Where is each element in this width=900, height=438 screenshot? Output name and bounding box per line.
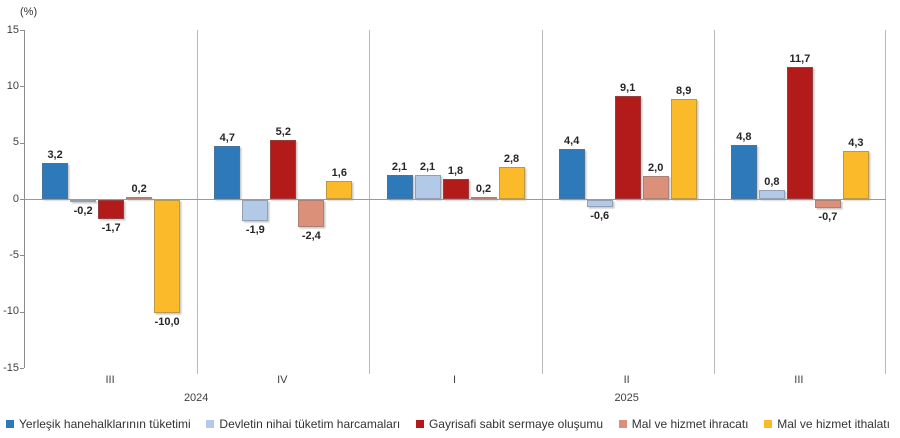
- legend-swatch-government: [206, 420, 215, 428]
- bar-value-label: 9,1: [620, 82, 636, 95]
- legend-item-capital-formation: Gayrisafi sabit sermaye oluşumu: [415, 417, 604, 431]
- bar-value-label: -1,9: [245, 224, 265, 237]
- bar-series3-q4: [814, 200, 841, 208]
- bar-series1-q2: [414, 175, 441, 199]
- bar-series0-q1: [214, 146, 241, 199]
- bar-series0-q3: [558, 149, 585, 199]
- bar-series4-q4: [842, 150, 869, 199]
- bar-series4-q3: [670, 98, 697, 199]
- legend-item-exports: Mal ve hizmet ihracatı: [618, 417, 749, 431]
- y-axis-tick-mark: [20, 311, 24, 313]
- bar-series1-q3: [586, 200, 613, 207]
- bar-series3-q0: [126, 196, 153, 199]
- y-axis-tick-label: 0: [12, 192, 19, 205]
- y-axis-unit-label: (%): [20, 6, 38, 18]
- bar-value-label: 3,2: [47, 148, 63, 161]
- bar-series0-q0: [42, 162, 69, 199]
- bar-series2-q0: [98, 200, 125, 220]
- bar-value-label: -0,7: [818, 210, 838, 223]
- bar-value-label: 2,8: [503, 153, 520, 166]
- bar-value-label: 0,2: [475, 182, 492, 195]
- x-axis-quarter-label: II: [623, 374, 630, 386]
- bar-series3-q3: [642, 176, 669, 199]
- y-axis-tick-label: -5: [9, 248, 19, 261]
- group-separator-line: [885, 30, 886, 374]
- group-separator-line: [713, 30, 715, 374]
- plot-area: 3,2 4,7 2,1 4,4 4,8 -0,2 -1,9 2,1 -0,6 0,8 -1,7 5,2…: [24, 30, 886, 374]
- y-axis-tick-label: -15: [3, 361, 19, 374]
- y-axis-tick-label: 10: [6, 79, 19, 92]
- legend-item-households: Yerleşik hanehalklarının tüketimi: [6, 417, 191, 431]
- bar-value-label: 1,8: [447, 164, 464, 177]
- chart-legend: Yerleşik hanehalklarının tüketimi Devlet…: [6, 416, 890, 432]
- group-separator-line: [369, 30, 371, 374]
- legend-label: Gayrisafi sabit sermaye oluşumu: [428, 417, 604, 431]
- y-axis-tick-mark: [20, 30, 24, 31]
- bar-value-label: -0,2: [73, 205, 93, 218]
- bar-series2-q1: [270, 140, 297, 199]
- bar-series0-q2: [386, 175, 413, 199]
- bar-value-label: -1,7: [101, 222, 121, 235]
- legend-item-imports: Mal ve hizmet ithalatı: [764, 417, 890, 431]
- legend-label: Devletin nihai tüketim harcamaları: [219, 417, 401, 431]
- bar-series2-q4: [786, 67, 813, 199]
- bar-value-label: 0,8: [764, 175, 780, 188]
- x-axis-year-label: 2025: [614, 392, 639, 404]
- bar-series2-q2: [442, 178, 469, 199]
- bar-series3-q1: [298, 200, 325, 228]
- legend-label: Mal ve hizmet ihracatı: [631, 417, 749, 431]
- x-axis-quarter-label: IV: [277, 374, 288, 386]
- bar-value-label: 2,1: [419, 161, 436, 174]
- bar-series1-q0: [70, 200, 97, 203]
- bar-value-label: 2,0: [648, 162, 664, 175]
- legend-swatch-imports: [764, 420, 773, 428]
- group-separator-line: [541, 30, 543, 374]
- bar-value-label: -10,0: [154, 315, 180, 328]
- y-axis-tick-label: 5: [12, 136, 19, 149]
- bar-value-label: 8,9: [676, 84, 692, 97]
- bar-series4-q1: [326, 180, 353, 199]
- bar-value-label: 0,2: [131, 182, 147, 195]
- y-axis-tick-mark: [20, 142, 24, 144]
- group-separator-line: [197, 30, 199, 374]
- y-axis-tick-mark: [20, 199, 24, 200]
- bar-series2-q3: [614, 96, 641, 199]
- y-axis-tick-mark: [20, 86, 24, 88]
- bar-series4-q0: [154, 200, 181, 313]
- y-axis-tick-label: -10: [3, 305, 19, 318]
- y-axis-tick-mark: [20, 255, 24, 257]
- bar-value-label: -2,4: [301, 230, 321, 243]
- x-axis-year-label: 2024: [183, 392, 209, 404]
- bar-value-label: 4,8: [736, 130, 752, 143]
- bar-value-label: 4,7: [219, 132, 235, 145]
- legend-label: Yerleşik hanehalklarının tüketimi: [19, 417, 191, 431]
- bar-series3-q2: [470, 196, 497, 199]
- legend-swatch-households: [6, 420, 14, 428]
- bar-series0-q4: [730, 144, 757, 199]
- bar-series1-q4: [758, 189, 785, 199]
- bar-series4-q2: [498, 167, 525, 199]
- bar-value-label: 4,4: [564, 135, 580, 148]
- legend-swatch-capital-formation: [415, 420, 424, 428]
- zero-axis-line: [25, 199, 886, 200]
- bar-value-label: 11,7: [789, 53, 811, 66]
- x-axis-quarter-label: I: [452, 374, 457, 386]
- y-axis-tick-mark: [20, 368, 24, 369]
- legend-label: Mal ve hizmet ithalatı: [777, 417, 890, 431]
- x-axis-quarter-label: III: [794, 374, 804, 386]
- bar-value-label: 5,2: [275, 126, 291, 139]
- bar-value-label: 1,6: [331, 166, 347, 179]
- x-axis-quarter-label: III: [105, 374, 115, 386]
- y-axis-tick-label: 15: [6, 23, 19, 36]
- bar-value-label: 2,1: [391, 161, 408, 174]
- legend-item-government: Devletin nihai tüketim harcamaları: [206, 417, 400, 431]
- bar-value-label: 4,3: [848, 136, 864, 149]
- legend-swatch-exports: [618, 420, 627, 428]
- bar-series1-q1: [242, 200, 269, 222]
- bar-value-label: -0,6: [590, 209, 610, 222]
